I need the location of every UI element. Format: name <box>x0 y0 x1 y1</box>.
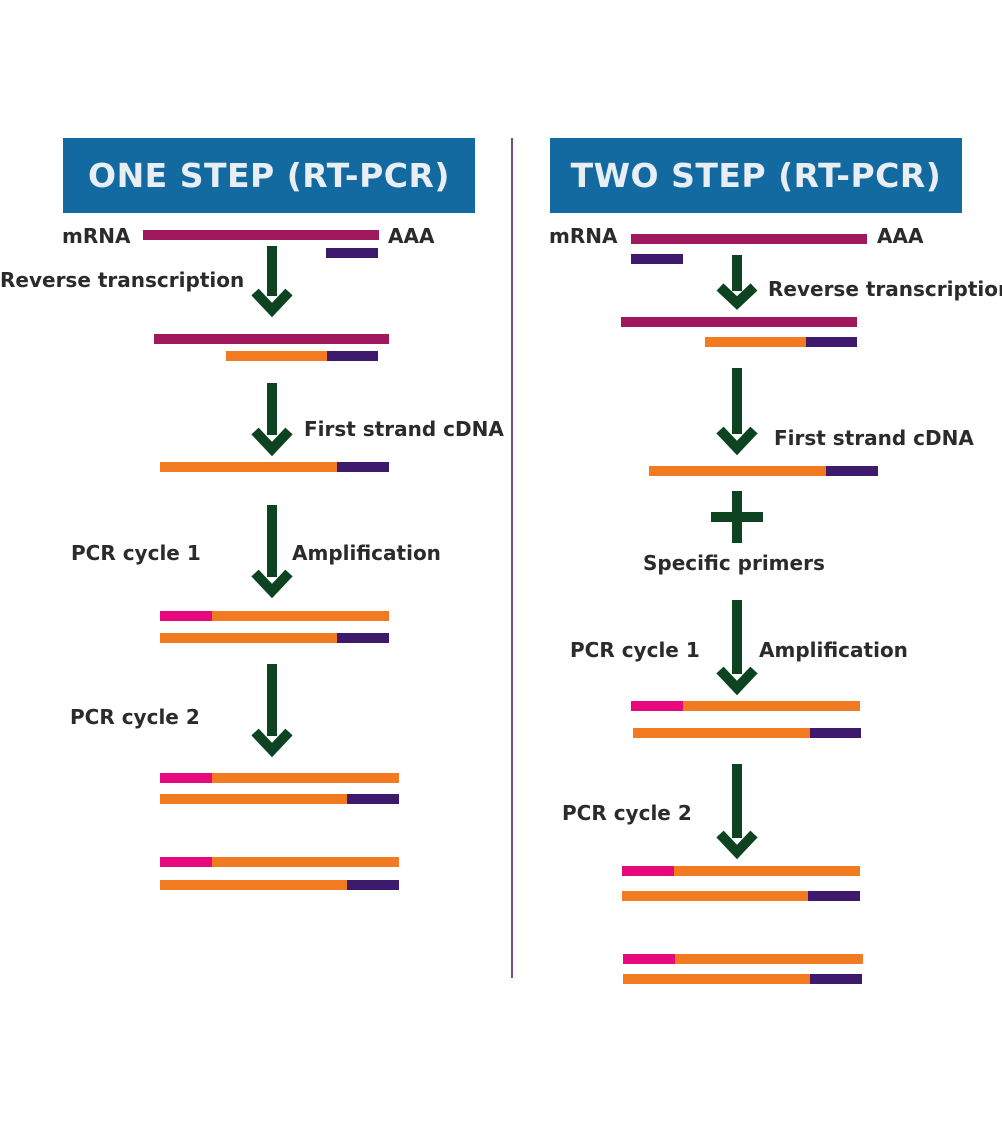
right-reverse-transcription-label: Reverse transcription <box>768 277 1002 301</box>
left-pcr-cycle-2-label: PCR cycle 2 <box>70 705 200 729</box>
right-cycle2b-new-primer <box>623 954 675 964</box>
left-cycle2a-template-primer <box>347 794 399 804</box>
left-mrna-label: mRNA <box>62 224 131 248</box>
left-cycle1-new-primer <box>160 611 212 621</box>
right-cycle2b-new-strand <box>675 954 863 964</box>
right-oligo-primer <box>631 254 683 264</box>
left-hybrid-mrna-strand <box>154 334 389 344</box>
right-amplification-label: Amplification <box>759 638 908 662</box>
left-first-strand-cdna <box>160 462 337 472</box>
left-pcr-cycle-1-label: PCR cycle 1 <box>71 541 201 565</box>
left-amplification-label: Amplification <box>292 541 441 565</box>
right-hybrid-cdna-strand <box>705 337 806 347</box>
right-cycle1-new-strand <box>683 701 860 711</box>
left-cycle2a-new-strand <box>212 773 399 783</box>
left-poly-a-label: AAA <box>388 224 435 248</box>
right-mrna-strand <box>631 234 867 244</box>
left-cycle2b-new-strand <box>212 857 399 867</box>
left-cycle1-template-strand <box>160 633 337 643</box>
right-cycle2a-new-primer <box>622 866 674 876</box>
right-cycle2b-template-strand <box>623 974 810 984</box>
left-cycle2a-new-primer <box>160 773 212 783</box>
right-arrow-2-icon <box>716 368 758 456</box>
left-cycle2b-template-primer <box>347 880 399 890</box>
right-first-strand-label: First strand cDNA <box>774 426 974 450</box>
left-hybrid-primer <box>327 351 378 361</box>
left-cycle2b-template-strand <box>160 880 347 890</box>
left-oligo-dt-primer <box>326 248 378 258</box>
right-cycle2a-template-primer <box>808 891 860 901</box>
left-arrow-3-icon <box>251 505 293 599</box>
plus-icon <box>711 491 763 543</box>
left-reverse-transcription-label: Reverse transcription <box>0 268 245 292</box>
right-cycle2b-template-primer <box>810 974 862 984</box>
left-first-strand-label: First strand cDNA <box>304 417 504 441</box>
right-cycle1-new-primer <box>631 701 683 711</box>
two-step-title: TWO STEP (RT-PCR) <box>550 138 962 213</box>
right-hybrid-mrna-strand <box>621 317 857 327</box>
right-hybrid-primer <box>806 337 857 347</box>
left-cycle2b-new-primer <box>160 857 212 867</box>
right-arrow-1-icon <box>716 255 758 310</box>
left-arrow-2-icon <box>251 383 293 457</box>
left-cycle1-template-primer <box>337 633 389 643</box>
left-mrna-strand <box>143 230 379 240</box>
right-cycle1-template-strand <box>633 728 810 738</box>
right-cycle2a-template-strand <box>622 891 808 901</box>
right-arrow-3-icon <box>716 600 758 696</box>
left-first-strand-primer <box>337 462 389 472</box>
one-step-title: ONE STEP (RT-PCR) <box>63 138 475 213</box>
right-cycle1-template-primer <box>810 728 861 738</box>
left-cycle2a-template-strand <box>160 794 347 804</box>
right-arrow-4-icon <box>716 764 758 860</box>
right-mrna-label: mRNA <box>549 224 618 248</box>
right-poly-a-label: AAA <box>877 224 924 248</box>
right-first-strand-primer <box>826 466 878 476</box>
right-pcr-cycle-2-label: PCR cycle 2 <box>562 801 692 825</box>
right-pcr-cycle-1-label: PCR cycle 1 <box>570 638 700 662</box>
left-arrow-1-icon <box>251 246 293 318</box>
right-cycle2a-new-strand <box>674 866 860 876</box>
right-first-strand-cdna <box>649 466 826 476</box>
left-hybrid-cdna-strand <box>226 351 327 361</box>
left-arrow-4-icon <box>251 664 293 758</box>
right-specific-primers-label: Specific primers <box>643 551 825 575</box>
left-cycle1-new-strand <box>212 611 389 621</box>
panel-divider <box>511 138 513 978</box>
